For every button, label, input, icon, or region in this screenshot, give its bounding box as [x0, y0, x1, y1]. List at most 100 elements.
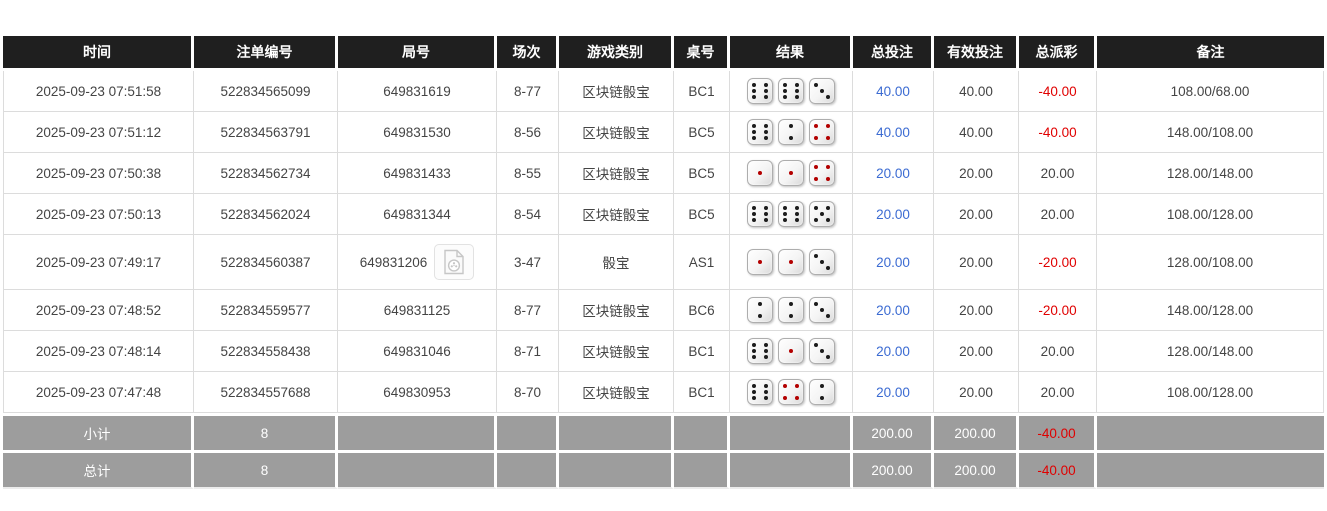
valid-bet-cell: 20.00	[934, 331, 1019, 372]
column-header-valid_bet: 有效投注	[934, 36, 1019, 71]
total-bet-link[interactable]: 20.00	[876, 165, 910, 181]
time-cell: 2025-09-23 07:51:58	[3, 71, 194, 112]
summary-empty-cell	[730, 413, 853, 450]
payout-cell: 20.00	[1019, 194, 1097, 235]
die-2-icon	[809, 379, 835, 405]
table-id-cell: BC1	[674, 71, 730, 112]
total-bet-link[interactable]: 20.00	[876, 254, 910, 270]
table-id-cell: BC1	[674, 372, 730, 413]
summary-valid-bet-cell: 200.00	[934, 413, 1019, 450]
remark-cell: 108.00/128.00	[1097, 372, 1324, 413]
die-6-icon	[747, 338, 773, 364]
summary-label-cell: 小计	[3, 413, 194, 450]
die-3-icon	[809, 78, 835, 104]
dice-result	[734, 379, 848, 405]
summary-empty-cell	[730, 450, 853, 489]
die-1-icon	[747, 249, 773, 275]
round-id-text: 649830953	[383, 384, 451, 400]
result-cell	[730, 112, 853, 153]
total-bet-cell: 20.00	[853, 290, 934, 331]
total-bet-cell: 20.00	[853, 372, 934, 413]
bet-id-cell: 522834560387	[194, 235, 338, 290]
game-type-cell: 区块链骰宝	[559, 290, 674, 331]
session-cell: 8-56	[497, 112, 559, 153]
die-1-icon	[747, 160, 773, 186]
total-row: 总计 8 200.00 200.00 -40.00	[3, 450, 1324, 489]
result-cell	[730, 290, 853, 331]
round-cell: 649831433	[338, 153, 497, 194]
die-5-icon	[809, 201, 835, 227]
bet-history-table: 时间 注单编号 局号 场次 游戏类别 桌号 结果 总投注 有效投注 总派彩 备注 2025-09-2…	[3, 36, 1324, 489]
result-cell	[730, 331, 853, 372]
round-id-text: 649831206	[359, 254, 428, 270]
table-id-cell: BC5	[674, 194, 730, 235]
column-header-game_type: 游戏类别	[559, 36, 674, 71]
session-cell: 8-77	[497, 290, 559, 331]
round-id-text: 649831344	[383, 206, 451, 222]
table-row: 2025-09-23 07:50:13 522834562024 649831344…	[3, 194, 1324, 235]
dice-result	[734, 119, 848, 145]
total-bet-link[interactable]: 40.00	[876, 124, 910, 140]
bet-id-cell: 522834563791	[194, 112, 338, 153]
table-row: 2025-09-23 07:51:12 522834563791 649831530…	[3, 112, 1324, 153]
time-cell: 2025-09-23 07:51:12	[3, 112, 194, 153]
session-cell: 8-55	[497, 153, 559, 194]
subtotal-row: 小计 8 200.00 200.00 -40.00	[3, 413, 1324, 450]
table-id-cell: BC1	[674, 331, 730, 372]
table-row: 2025-09-23 07:49:17 522834560387 649831206…	[3, 235, 1324, 290]
round-cell: 649831125	[338, 290, 497, 331]
round-cell: 649830953	[338, 372, 497, 413]
total-bet-link[interactable]: 40.00	[876, 83, 910, 99]
remark-cell: 108.00/68.00	[1097, 71, 1324, 112]
payout-cell: -40.00	[1019, 112, 1097, 153]
total-bet-link[interactable]: 20.00	[876, 206, 910, 222]
total-bet-link[interactable]: 20.00	[876, 343, 910, 359]
valid-bet-cell: 20.00	[934, 372, 1019, 413]
summary-empty-cell	[338, 413, 497, 450]
column-header-bet_id: 注单编号	[194, 36, 338, 71]
round-id-text: 649831619	[383, 83, 451, 99]
video-replay-button[interactable]	[434, 244, 475, 280]
total-bet-cell: 40.00	[853, 112, 934, 153]
result-cell	[730, 71, 853, 112]
table-id-cell: AS1	[674, 235, 730, 290]
table-row: 2025-09-23 07:48:52 522834559577 649831125…	[3, 290, 1324, 331]
die-6-icon	[778, 201, 804, 227]
result-cell	[730, 153, 853, 194]
die-3-icon	[809, 338, 835, 364]
total-bet-link[interactable]: 20.00	[876, 384, 910, 400]
result-cell	[730, 235, 853, 290]
game-type-cell: 区块链骰宝	[559, 194, 674, 235]
summary-label-cell: 总计	[3, 450, 194, 489]
session-cell: 8-71	[497, 331, 559, 372]
die-2-icon	[778, 297, 804, 323]
round-number: 649831125	[342, 303, 492, 318]
valid-bet-cell: 20.00	[934, 235, 1019, 290]
dice-result	[734, 78, 848, 104]
valid-bet-cell: 40.00	[934, 112, 1019, 153]
summary-payout-cell: -40.00	[1019, 413, 1097, 450]
round-number: 649831046	[342, 344, 492, 359]
total-bet-cell: 20.00	[853, 194, 934, 235]
total-bet-cell: 20.00	[853, 235, 934, 290]
game-type-cell: 区块链骰宝	[559, 153, 674, 194]
time-cell: 2025-09-23 07:48:14	[3, 331, 194, 372]
die-3-icon	[809, 297, 835, 323]
table-row: 2025-09-23 07:51:58 522834565099 649831619…	[3, 71, 1324, 112]
dice-result	[734, 249, 848, 275]
payout-cell: 20.00	[1019, 153, 1097, 194]
game-type-cell: 区块链骰宝	[559, 372, 674, 413]
remark-cell: 148.00/128.00	[1097, 290, 1324, 331]
round-number: 649831530	[342, 125, 492, 140]
dice-result	[734, 338, 848, 364]
summary-empty-cell	[338, 450, 497, 489]
payout-cell: -40.00	[1019, 71, 1097, 112]
result-cell	[730, 372, 853, 413]
bet-id-cell: 522834565099	[194, 71, 338, 112]
table-id-cell: BC5	[674, 112, 730, 153]
total-bet-link[interactable]: 20.00	[876, 302, 910, 318]
column-header-remark: 备注	[1097, 36, 1324, 71]
column-header-payout: 总派彩	[1019, 36, 1097, 71]
game-type-cell: 区块链骰宝	[559, 112, 674, 153]
